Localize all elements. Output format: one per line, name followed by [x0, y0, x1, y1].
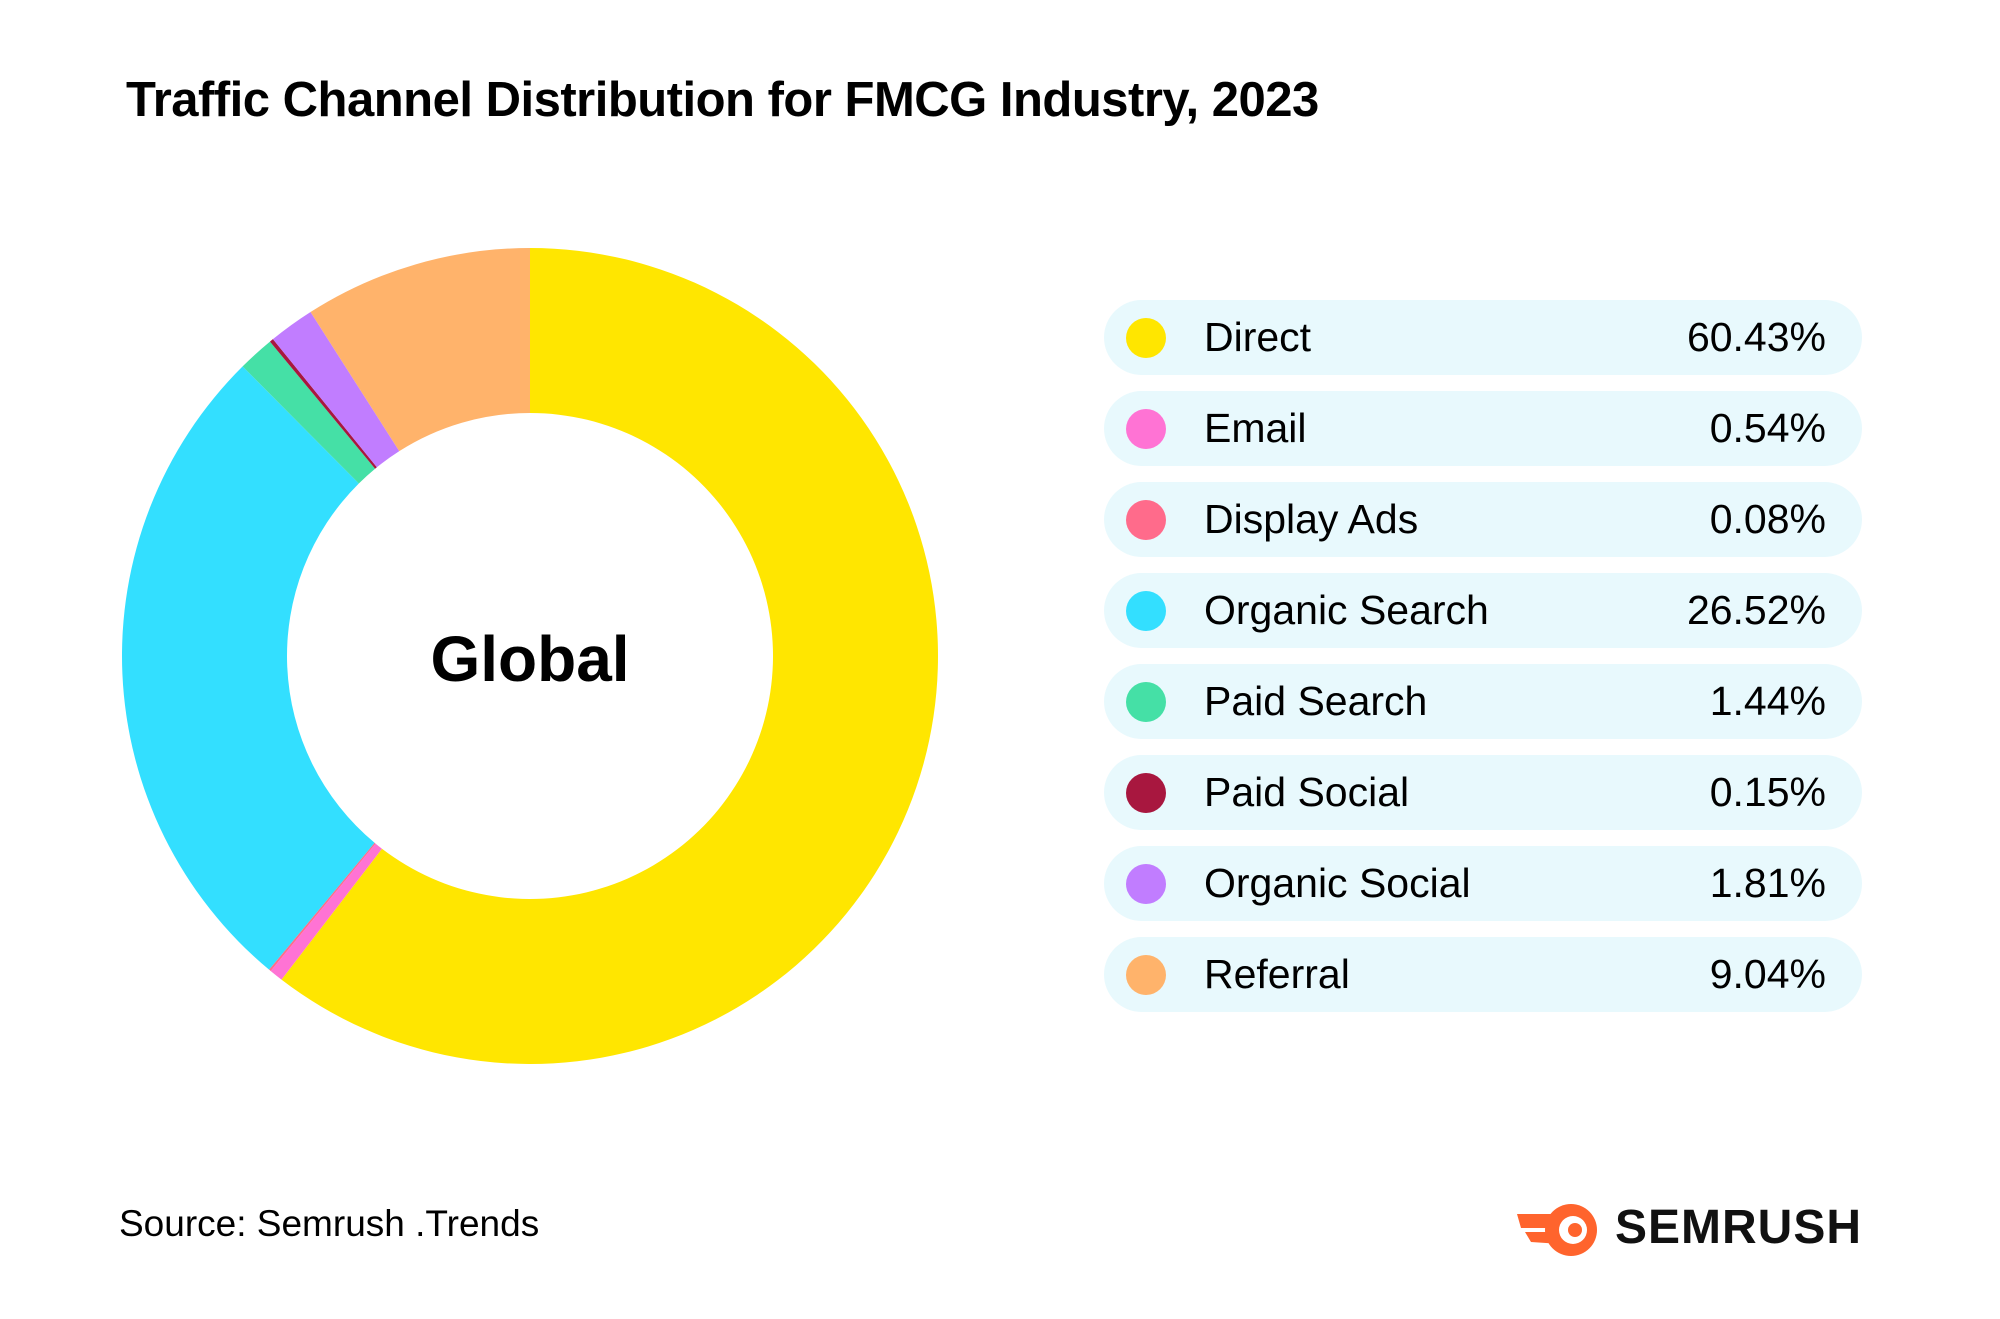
legend-item-email: Email 0.54%	[1104, 391, 1862, 466]
donut-slice-paid-search	[242, 341, 376, 484]
donut-slice-organic-search	[121, 366, 375, 970]
brand-name: SEMRUSH	[1615, 1201, 1863, 1254]
donut-slice-display-ads	[269, 842, 376, 971]
legend: Direct 60.43% Email 0.54% Display Ads 0.08% Or…	[1104, 300, 1862, 1028]
legend-swatch	[1126, 409, 1166, 449]
donut-slices	[121, 248, 939, 1064]
legend-swatch	[1126, 318, 1166, 358]
legend-value: 0.15%	[1709, 769, 1826, 815]
donut-center-label: Global	[430, 623, 629, 695]
legend-value: 60.43%	[1686, 314, 1826, 360]
legend-label: Paid Search	[1204, 678, 1428, 724]
legend-swatch	[1126, 500, 1166, 540]
legend-value: 0.08%	[1709, 496, 1826, 542]
legend-label: Paid Social	[1204, 769, 1410, 815]
donut-slice-organic-social	[272, 312, 400, 468]
legend-item-direct: Direct 60.43%	[1104, 300, 1862, 375]
source-note: Source: Semrush .Trends	[119, 1203, 540, 1244]
legend-swatch	[1126, 591, 1166, 631]
legend-label: Referral	[1204, 951, 1350, 997]
legend-label: Direct	[1204, 314, 1312, 360]
legend-label: Organic Social	[1204, 860, 1471, 906]
legend-item-display-ads: Display Ads 0.08%	[1104, 482, 1862, 557]
legend-item-paid-search: Paid Search 1.44%	[1104, 664, 1862, 739]
legend-value: 1.44%	[1709, 678, 1826, 724]
legend-swatch	[1126, 955, 1166, 995]
legend-label: Email	[1204, 405, 1307, 451]
donut-svg: Global	[121, 248, 939, 1064]
legend-item-organic-search: Organic Search 26.52%	[1104, 573, 1862, 648]
donut-slice-email	[270, 843, 382, 980]
legend-swatch	[1126, 864, 1166, 904]
legend-label: Organic Search	[1204, 587, 1489, 633]
chart-title: Traffic Channel Distribution for FMCG In…	[126, 73, 1319, 127]
legend-swatch	[1126, 682, 1166, 722]
donut-slice-referral	[310, 248, 530, 452]
semrush-logo: SEMRUSH	[1515, 1196, 1905, 1260]
donut-slice-paid-social	[269, 339, 377, 469]
legend-item-paid-social: Paid Social 0.15%	[1104, 755, 1862, 830]
legend-value: 9.04%	[1709, 951, 1826, 997]
legend-value: 1.81%	[1709, 860, 1826, 906]
donut-chart: Global	[110, 236, 950, 1076]
legend-item-organic-social: Organic Social 1.81%	[1104, 846, 1862, 921]
legend-label: Display Ads	[1204, 496, 1419, 542]
donut-slice-direct	[281, 248, 939, 1064]
legend-item-referral: Referral 9.04%	[1104, 937, 1862, 1012]
semrush-fire-logo-icon	[1517, 1204, 1597, 1256]
legend-swatch	[1126, 773, 1166, 813]
legend-value: 26.52%	[1686, 587, 1826, 633]
legend-value: 0.54%	[1709, 405, 1826, 451]
